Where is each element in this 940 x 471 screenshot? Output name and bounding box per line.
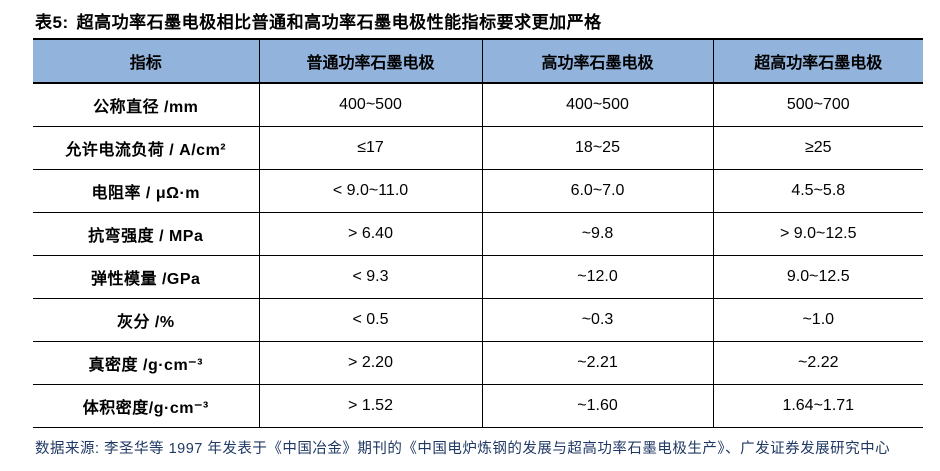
- table-row-true-density: 真密度 /g·cm⁻³ > 2.20 ~2.21 ~2.22: [33, 341, 923, 385]
- cell-value: ~1.60: [481, 384, 713, 428]
- table-row-nominal-diameter: 公称直径 /mm 400~500 400~500 500~700: [33, 83, 923, 127]
- cell-value: ~12.0: [481, 255, 713, 299]
- table-row-resistivity: 电阻率 / μΩ·m < 9.0~11.0 6.0~7.0 4.5~5.8: [33, 169, 923, 213]
- table-row-bulk-density: 体积密度/g·cm⁻³ > 1.52 ~1.60 1.64~1.71: [33, 384, 923, 428]
- cell-value: > 6.40: [258, 212, 482, 256]
- cell-value: 6.0~7.0: [481, 169, 713, 213]
- cell-value: 400~500: [258, 83, 482, 127]
- header-row: 指标 普通功率石墨电极 高功率石墨电极 超高功率石墨电极: [33, 38, 923, 84]
- table-row-flexural-strength: 抗弯强度 / MPa > 6.40 ~9.8 > 9.0~12.5: [33, 212, 923, 256]
- row-label: 真密度 /g·cm⁻³: [33, 341, 259, 385]
- cell-value: < 9.0~11.0: [258, 169, 482, 213]
- cell-value: ≥25: [712, 126, 923, 170]
- cell-value: ~2.21: [481, 341, 713, 385]
- row-label: 抗弯强度 / MPa: [33, 212, 259, 256]
- col-header-indicator: 指标: [33, 38, 259, 84]
- table-row-elastic-modulus: 弹性模量 /GPa < 9.3 ~12.0 9.0~12.5: [33, 255, 923, 299]
- electrode-spec-table: 指标 普通功率石墨电极 高功率石墨电极 超高功率石墨电极 公称直径 /mm 40…: [33, 38, 923, 428]
- cell-value: 400~500: [481, 83, 713, 127]
- col-header-regular-power: 普通功率石墨电极: [258, 38, 482, 84]
- cell-value: < 0.5: [258, 298, 482, 342]
- row-label: 灰分 /%: [33, 298, 259, 342]
- cell-value: < 9.3: [258, 255, 482, 299]
- table-title: 表5: 超高功率石墨电极相比普通和高功率石墨电极性能指标要求更加严格: [35, 8, 602, 33]
- row-label: 允许电流负荷 / A/cm²: [33, 126, 259, 170]
- row-label: 弹性模量 /GPa: [33, 255, 259, 299]
- cell-value: 18~25: [481, 126, 713, 170]
- cell-value: 9.0~12.5: [712, 255, 923, 299]
- row-label: 公称直径 /mm: [33, 83, 259, 127]
- table-title-text: 超高功率石墨电极相比普通和高功率石墨电极性能指标要求更加严格: [76, 13, 602, 32]
- data-source-note: 数据来源: 李圣华等 1997 年发表于《中国冶金》期刊的《中国电炉炼钢的发展与…: [35, 441, 891, 457]
- cell-value: 1.64~1.71: [712, 384, 923, 428]
- cell-value: ~9.8: [481, 212, 713, 256]
- cell-value: 4.5~5.8: [712, 169, 923, 213]
- cell-value: ~0.3: [481, 298, 713, 342]
- cell-value: ≤17: [258, 126, 482, 170]
- row-label: 体积密度/g·cm⁻³: [33, 384, 259, 428]
- cell-value: ~2.22: [712, 341, 923, 385]
- table-row-current-load: 允许电流负荷 / A/cm² ≤17 18~25 ≥25: [33, 126, 923, 170]
- cell-value: > 2.20: [258, 341, 482, 385]
- table-number-label: 表5:: [35, 13, 69, 32]
- cell-value: ~1.0: [712, 298, 923, 342]
- cell-value: > 9.0~12.5: [712, 212, 923, 256]
- row-label: 电阻率 / μΩ·m: [33, 169, 259, 213]
- cell-value: > 1.52: [258, 384, 482, 428]
- cell-value: 500~700: [712, 83, 923, 127]
- table-row-ash-content: 灰分 /% < 0.5 ~0.3 ~1.0: [33, 298, 923, 342]
- col-header-ultra-high-power: 超高功率石墨电极: [712, 38, 923, 84]
- col-header-high-power: 高功率石墨电极: [481, 38, 713, 84]
